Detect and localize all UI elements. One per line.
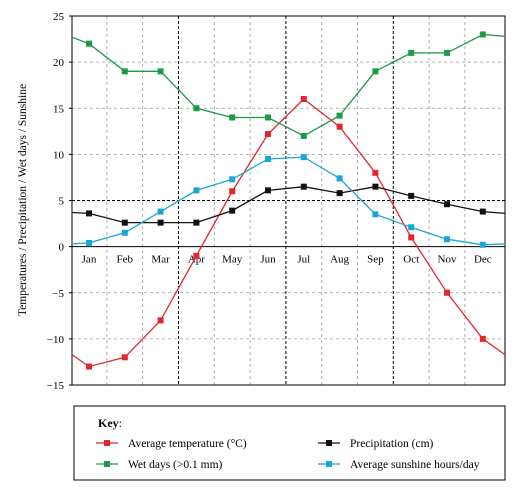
- data-point: [229, 114, 236, 121]
- y-tick-label: 15: [53, 103, 65, 115]
- legend-label: Precipitation (cm): [350, 438, 434, 450]
- data-point: [372, 183, 379, 190]
- data-point: [372, 169, 379, 176]
- data-point: [444, 236, 450, 243]
- x-tick-label: Mar: [151, 254, 170, 266]
- data-point: [121, 229, 128, 236]
- x-tick-label: Aug: [330, 254, 349, 266]
- data-point: [193, 105, 200, 112]
- data-point: [157, 219, 164, 226]
- series-line: [71, 33, 506, 137]
- data-point: [336, 175, 343, 182]
- data-point: [265, 114, 271, 121]
- series-line: [71, 98, 506, 368]
- y-axis-ticks: 25 20 15 10 5 0 −5 −10 −15: [47, 11, 72, 392]
- x-axis-ticks: Jan Feb Mar Apr May Jun Jul Aug Sep Oct Nov Dec: [82, 254, 492, 266]
- data-point: [444, 201, 450, 208]
- data-point: [157, 208, 164, 215]
- x-tick-label: Jul: [297, 254, 310, 266]
- data-point: [121, 219, 128, 226]
- data-point: [336, 190, 343, 197]
- y-tick-label: 10: [53, 149, 65, 161]
- data-point: [229, 176, 236, 183]
- data-point: [408, 192, 415, 199]
- data-point: [193, 187, 200, 194]
- data-point: [300, 183, 307, 190]
- data-point: [479, 208, 486, 215]
- series-line: [71, 156, 506, 246]
- legend-label: Average sunshine hours/day: [350, 459, 480, 471]
- x-tick-label: Nov: [438, 254, 457, 266]
- x-tick-label: May: [222, 254, 243, 266]
- legend-marker: [326, 461, 332, 467]
- data-point: [408, 224, 415, 231]
- x-tick-label: Feb: [117, 254, 134, 266]
- data-point: [479, 31, 486, 38]
- data-point: [444, 49, 450, 56]
- y-tick-label: −10: [47, 334, 65, 346]
- data-point: [300, 96, 307, 103]
- legend-marker: [104, 461, 110, 467]
- data-point: [372, 211, 379, 218]
- x-tick-label: Jun: [260, 254, 276, 266]
- y-tick-label: −5: [52, 288, 64, 300]
- data-point: [121, 68, 128, 75]
- data-point: [408, 234, 415, 241]
- series-lines: [71, 31, 506, 370]
- data-point: [300, 132, 307, 139]
- key-box: Key: Average temperature (°C) Precipitati…: [73, 405, 506, 481]
- data-point: [86, 210, 92, 217]
- x-tick-label: Jan: [82, 254, 97, 266]
- data-point: [193, 252, 200, 259]
- y-tick-label: 25: [53, 11, 65, 23]
- y-tick-label: −15: [47, 380, 65, 392]
- data-point: [444, 289, 450, 296]
- data-point: [86, 239, 92, 246]
- data-point: [229, 207, 236, 214]
- y-axis-title: Temperatures / Precipitation / Wet days …: [17, 84, 29, 316]
- data-point: [157, 317, 164, 324]
- y-tick-label: 5: [59, 196, 65, 208]
- x-tick-label: Sep: [367, 254, 384, 266]
- data-point: [265, 155, 271, 162]
- data-point: [336, 123, 343, 130]
- series-line: [71, 186, 506, 224]
- data-point: [121, 354, 128, 361]
- x-tick-label: Dec: [474, 254, 492, 266]
- legend-label: Wet days (>0.1 mm): [128, 459, 223, 471]
- data-point: [479, 335, 486, 342]
- data-point: [265, 131, 271, 138]
- legend-label: Average temperature (°C): [128, 438, 247, 450]
- data-point: [86, 40, 92, 47]
- data-point: [229, 188, 236, 195]
- key-title: Key:: [98, 416, 122, 430]
- data-point: [372, 68, 379, 75]
- data-point: [86, 363, 92, 370]
- legend-marker: [104, 440, 110, 446]
- y-tick-label: 0: [59, 242, 65, 254]
- data-point: [157, 68, 164, 75]
- data-point: [265, 187, 271, 194]
- data-point: [408, 49, 415, 56]
- legend-marker: [326, 440, 332, 446]
- data-point: [193, 219, 200, 226]
- data-point: [479, 241, 486, 248]
- data-point: [336, 112, 343, 119]
- x-tick-label: Oct: [403, 254, 419, 266]
- y-tick-label: 20: [53, 57, 65, 69]
- data-point: [300, 154, 307, 161]
